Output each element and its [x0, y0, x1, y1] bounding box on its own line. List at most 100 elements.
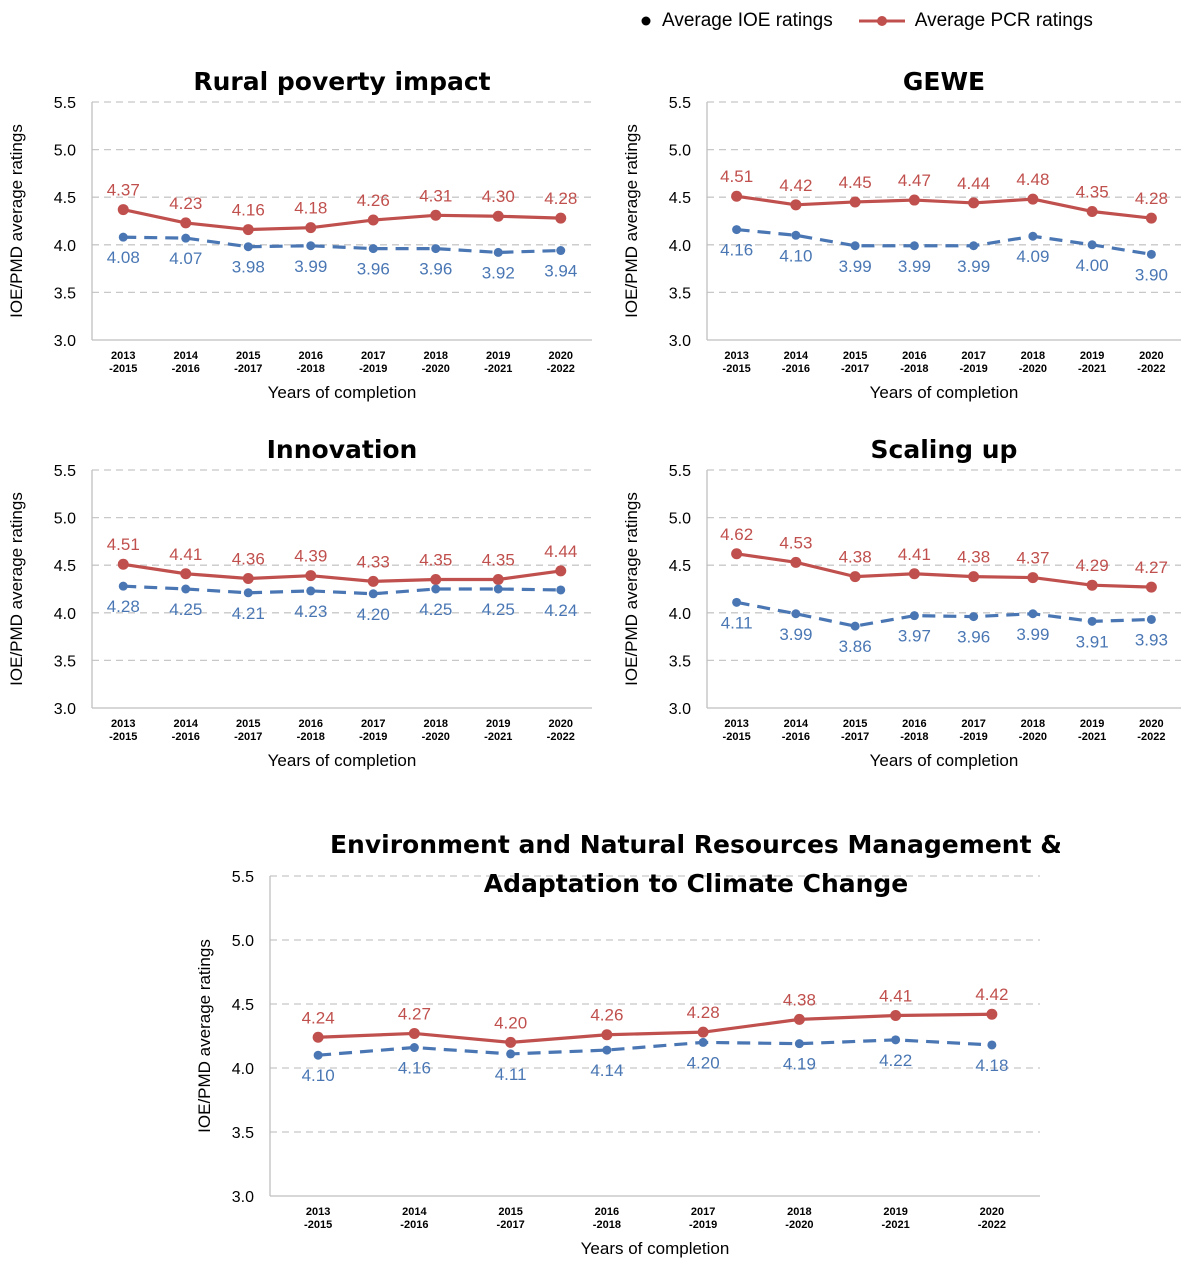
- pcr-data-label: 4.42: [975, 985, 1008, 1004]
- y-tick-label: 4.0: [232, 1061, 254, 1078]
- pcr-data-label: 4.29: [1076, 556, 1109, 575]
- pcr-point: [555, 212, 567, 224]
- y-tick-label: 4.0: [54, 238, 76, 255]
- pcr-point: [555, 565, 567, 577]
- y-tick-label: 5.0: [669, 143, 691, 160]
- pcr-series-line: [122, 208, 561, 232]
- ioe-data-label: 4.25: [482, 600, 515, 619]
- pcr-point: [180, 217, 192, 229]
- x-tick-label: 2016 -2018: [593, 1206, 621, 1231]
- pcr-point: [305, 570, 317, 582]
- ioe-point: [118, 581, 128, 591]
- ioe-point: [306, 241, 316, 251]
- pcr-point: [180, 568, 192, 580]
- y-tick-label: 5.0: [54, 143, 76, 160]
- chart-title: Rural poverty impact: [193, 67, 490, 96]
- y-tick-label: 4.5: [54, 190, 76, 207]
- pcr-point: [430, 573, 442, 585]
- y-tick-label: 3.0: [669, 701, 691, 718]
- x-axis-label: Years of completion: [870, 383, 1019, 402]
- ioe-data-label: 4.11: [721, 613, 753, 632]
- y-tick-label: 3.0: [669, 333, 691, 350]
- pcr-point: [986, 1008, 998, 1020]
- pcr-data-label: 4.41: [169, 545, 202, 564]
- pcr-point: [908, 194, 920, 206]
- chart-title: Scaling up: [871, 435, 1018, 464]
- pcr-point: [908, 568, 920, 580]
- ioe-point: [409, 1043, 419, 1053]
- pcr-data-label: 4.26: [590, 1006, 623, 1025]
- y-tick-label: 4.5: [54, 558, 76, 575]
- ioe-point: [493, 584, 503, 594]
- ioe-data-label: 4.22: [879, 1051, 912, 1070]
- pcr-data-label: 4.27: [398, 1004, 431, 1023]
- y-tick-label: 3.5: [669, 285, 691, 302]
- ioe-data-label: 4.21: [232, 604, 265, 623]
- chart-gewe: 3.0 3.5 4.0 4.5 5.0 5.5 2013 -2015 2014 -2016 2015…: [615, 60, 1199, 405]
- pcr-data-label: 4.51: [720, 167, 753, 186]
- ioe-data-label: 4.25: [419, 600, 452, 619]
- y-tick-label: 4.0: [669, 606, 691, 623]
- ioe-point: [493, 247, 503, 257]
- x-tick-label: 2013 -2015: [109, 718, 137, 743]
- ioe-point: [556, 246, 566, 256]
- pcr-point: [117, 204, 129, 216]
- ioe-point: [791, 609, 801, 619]
- pcr-series-line: [736, 552, 1152, 589]
- x-tick-label: 2020 -2022: [1137, 718, 1165, 743]
- y-axis-label: IOE/PMD average ratings: [195, 939, 214, 1133]
- x-axis-label: Years of completion: [268, 751, 417, 770]
- pcr-point: [849, 196, 861, 208]
- ioe-point: [969, 612, 979, 622]
- ioe-point: [431, 584, 441, 594]
- y-tick-label: 4.5: [669, 558, 691, 575]
- legend-item-ioe: Average IOE ratings: [640, 10, 833, 32]
- ioe-point: [1146, 614, 1156, 624]
- x-tick-label: 2014 -2016: [782, 350, 810, 375]
- ioe-series-line: [317, 1038, 992, 1057]
- pcr-data-label: 4.53: [779, 533, 812, 552]
- legend-item-pcr: Average PCR ratings: [858, 10, 1093, 32]
- pcr-data-label: 4.20: [494, 1013, 527, 1032]
- ioe-point: [243, 242, 253, 252]
- pcr-data-label: 4.51: [107, 535, 140, 554]
- x-tick-label: 2019 -2021: [484, 350, 512, 375]
- pcr-point: [1145, 212, 1157, 224]
- ioe-data-label: 3.99: [839, 257, 872, 276]
- x-tick-label: 2016 -2018: [900, 350, 928, 375]
- y-axis-label: IOE/PMD average ratings: [7, 492, 26, 686]
- pcr-data-label: 4.28: [1135, 189, 1168, 208]
- chart-title: Innovation: [267, 435, 418, 464]
- ioe-data-label: 3.94: [544, 262, 577, 281]
- ioe-data-label: 3.96: [357, 260, 390, 279]
- pcr-point: [312, 1031, 324, 1043]
- pcr-point: [242, 224, 254, 236]
- pcr-point: [731, 190, 743, 202]
- legend-line-icon: [858, 16, 905, 26]
- chart-svg: 3.0 3.5 4.0 4.5 5.0 5.5 2013 -2015 2014 -2016 2015…: [622, 67, 1181, 402]
- pcr-point: [790, 199, 802, 211]
- y-tick-label: 5.5: [232, 869, 254, 886]
- chart-innovation: 3.0 3.5 4.0 4.5 5.0 5.5 2013 -2015 2014 -2016 2015…: [0, 428, 600, 773]
- ioe-data-label: 4.18: [975, 1056, 1008, 1075]
- x-tick-label: 2018 -2020: [422, 350, 450, 375]
- ioe-point: [431, 244, 441, 254]
- ioe-point: [969, 241, 979, 251]
- ioe-point: [556, 585, 566, 595]
- ioe-data-label: 4.09: [1016, 247, 1049, 266]
- ioe-data-label: 4.00: [1076, 256, 1109, 275]
- x-axis-label: Years of completion: [268, 383, 417, 402]
- ioe-data-label: 4.10: [302, 1066, 335, 1085]
- ioe-data-label: 4.16: [720, 241, 753, 260]
- pcr-data-label: 4.38: [839, 548, 872, 567]
- x-tick-label: 2014 -2016: [172, 350, 200, 375]
- pcr-point: [1027, 193, 1039, 205]
- ioe-point: [1087, 240, 1097, 250]
- x-tick-label: 2019 -2021: [1078, 718, 1106, 743]
- pcr-point: [793, 1013, 805, 1025]
- ioe-series-line: [736, 600, 1152, 628]
- x-tick-label: 2018 -2020: [1019, 350, 1047, 375]
- x-tick-label: 2017 -2019: [689, 1206, 717, 1231]
- ioe-data-label: 4.11: [495, 1065, 527, 1084]
- x-tick-label: 2016 -2018: [297, 718, 325, 743]
